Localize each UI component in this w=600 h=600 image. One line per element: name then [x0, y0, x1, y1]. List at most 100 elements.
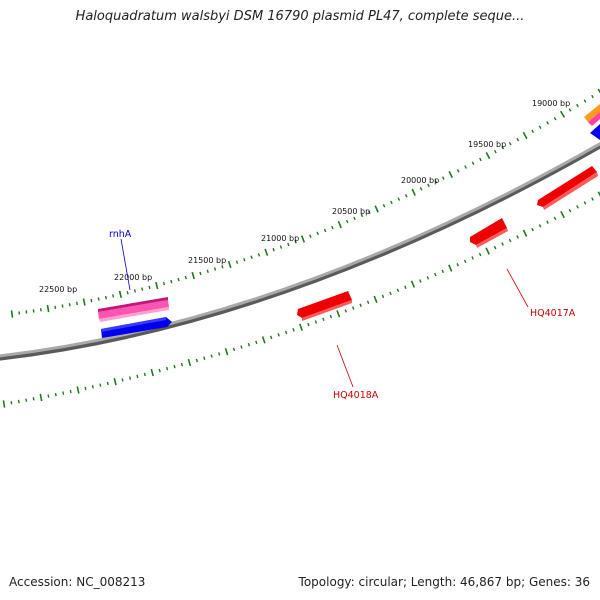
inner-scale-minor-tick: [546, 220, 549, 224]
map-title: Haloquadratum walsbyi DSM 16790 plasmid …: [75, 9, 525, 24]
misc-feature-orange[interactable]: [584, 104, 600, 122]
inner-scale-minor-tick: [99, 383, 102, 387]
inner-scale-minor-tick: [143, 372, 146, 377]
inner-scale-major-tick: [373, 295, 378, 303]
rnha-rna-feature[interactable]: [98, 300, 169, 319]
outer-scale-minor-tick: [235, 260, 239, 264]
outer-scale-major-tick: [560, 110, 566, 118]
backbone-arc-shadow: [0, 142, 600, 361]
inner-scale-minor-tick: [203, 356, 206, 360]
edge-features-upper-right[interactable]: [584, 104, 600, 140]
cds-red-edge-highlight: [543, 172, 598, 210]
outer-scale-minor-tick: [576, 103, 579, 108]
hq4017a-cds-arrow[interactable]: [470, 218, 507, 245]
inner-scale-minor-tick: [277, 333, 280, 337]
outer-scale-minor-tick: [553, 116, 557, 121]
outer-scale-minor-tick: [213, 267, 217, 271]
inner-scale-major-tick: [261, 336, 266, 344]
outer-scale-major-tick: [448, 170, 454, 179]
outer-scale-minor-tick: [184, 275, 187, 280]
gene-label-hq4017a[interactable]: HQ4017A: [530, 308, 576, 319]
inner-scale-minor-tick: [591, 197, 594, 201]
rna-feature-pink-edge[interactable]: [588, 112, 600, 126]
outer-scale-minor-tick: [250, 255, 253, 260]
feature-rnha-group[interactable]: [98, 297, 172, 338]
outer-scale-major-tick: [46, 304, 50, 313]
inner-scale-minor-tick: [501, 242, 504, 246]
inner-scale-major-tick: [336, 310, 341, 318]
outer-scale-minor-tick: [441, 176, 445, 180]
rnha-rna-feature-light: [99, 307, 169, 322]
inner-scale-minor-tick: [508, 238, 512, 243]
outer-scale-minor-tick: [170, 279, 173, 284]
feature-hq4018a-group[interactable]: [297, 291, 352, 321]
outer-scale-minor-tick: [112, 294, 115, 298]
outer-scale-minor-tick: [531, 129, 535, 134]
inner-scale-minor-tick: [173, 364, 176, 369]
inner-scale-minor-tick: [69, 389, 72, 394]
inner-scale-minor-tick: [568, 208, 572, 213]
outer-scale-minor-tick: [39, 308, 42, 312]
gene-label-rnha[interactable]: rnhA: [109, 229, 132, 240]
inner-scale-minor-tick: [284, 330, 288, 335]
cds-feature-blue-edge[interactable]: [590, 124, 600, 140]
inner-scale-minor-tick: [553, 216, 557, 221]
inner-scale-major-tick: [448, 264, 453, 272]
outer-scale-minor-tick: [427, 183, 430, 188]
inner-scale-minor-tick: [351, 306, 355, 310]
inner-scale-minor-tick: [218, 352, 221, 356]
outer-scale-minor-tick: [390, 200, 393, 205]
feature-hq4017a-group[interactable]: [470, 166, 598, 248]
hq4017a-cds-arrow-highlight: [476, 228, 508, 248]
inner-scale-minor-tick: [47, 394, 50, 398]
inner-scale-minor-tick: [17, 399, 20, 404]
outer-scale-minor-tick: [287, 242, 290, 247]
inner-scale-minor-tick: [456, 263, 460, 267]
outer-scale-minor-tick: [538, 125, 542, 129]
hq4018a-cds-arrow[interactable]: [297, 291, 352, 318]
inner-scale-minor-tick: [255, 340, 258, 345]
gene-label-hq4018a[interactable]: HQ4018A: [333, 390, 379, 401]
outer-scale-minor-tick: [508, 141, 512, 146]
outer-scale-major-tick: [155, 281, 159, 290]
inner-scale-minor-tick: [307, 322, 310, 327]
outer-scale-major-tick: [374, 205, 379, 213]
inner-scale-minor-tick: [32, 397, 35, 401]
outer-scale-minor-tick: [141, 287, 144, 291]
topology-summary-text: Topology: circular; Length: 46,867 bp; G…: [298, 575, 590, 589]
scale-label-21000: 21000 bp: [261, 234, 299, 243]
inner-scale-major-tick: [39, 393, 43, 402]
inner-scale-minor-tick: [314, 320, 318, 324]
outer-scale-minor-tick: [148, 285, 151, 290]
outer-scale-minor-tick: [353, 216, 356, 221]
backbone-arc: [0, 141, 600, 358]
inner-scale-minor-tick: [240, 345, 243, 349]
inner-scale-minor-tick: [121, 378, 124, 382]
inner-scale-minor-tick: [166, 366, 169, 371]
inner-scale-minor-tick: [426, 276, 430, 280]
outer-scale-minor-tick: [104, 295, 107, 300]
inner-scale-minor-tick: [232, 347, 236, 352]
inner-scale-minor-tick: [516, 235, 519, 239]
outer-scale-minor-tick: [397, 197, 401, 201]
outer-scale-major-tick: [264, 248, 269, 256]
cds-red-edge[interactable]: [537, 166, 597, 207]
inner-scale-minor-tick: [10, 401, 13, 405]
rnha-cds-arrow[interactable]: [101, 317, 172, 338]
outer-scale-minor-tick: [471, 161, 475, 166]
outer-scale-minor-tick: [126, 290, 129, 295]
inner-scale-minor-tick: [493, 245, 497, 250]
outer-scale-major-tick: [411, 188, 416, 196]
outer-scale-major-tick: [337, 220, 342, 229]
outer-scale-minor-tick: [345, 219, 349, 224]
outer-scale-minor-tick: [133, 289, 136, 293]
outer-scale-minor-tick: [419, 187, 423, 191]
inner-scale-minor-tick: [441, 269, 445, 274]
outer-scale-minor-tick: [368, 210, 371, 214]
outer-scale-minor-tick: [243, 257, 246, 262]
inner-scale-minor-tick: [463, 259, 467, 264]
scale-label-19500: 19500 bp: [468, 140, 506, 149]
inner-scale-minor-tick: [576, 205, 579, 209]
outer-scale-minor-tick: [568, 108, 572, 112]
